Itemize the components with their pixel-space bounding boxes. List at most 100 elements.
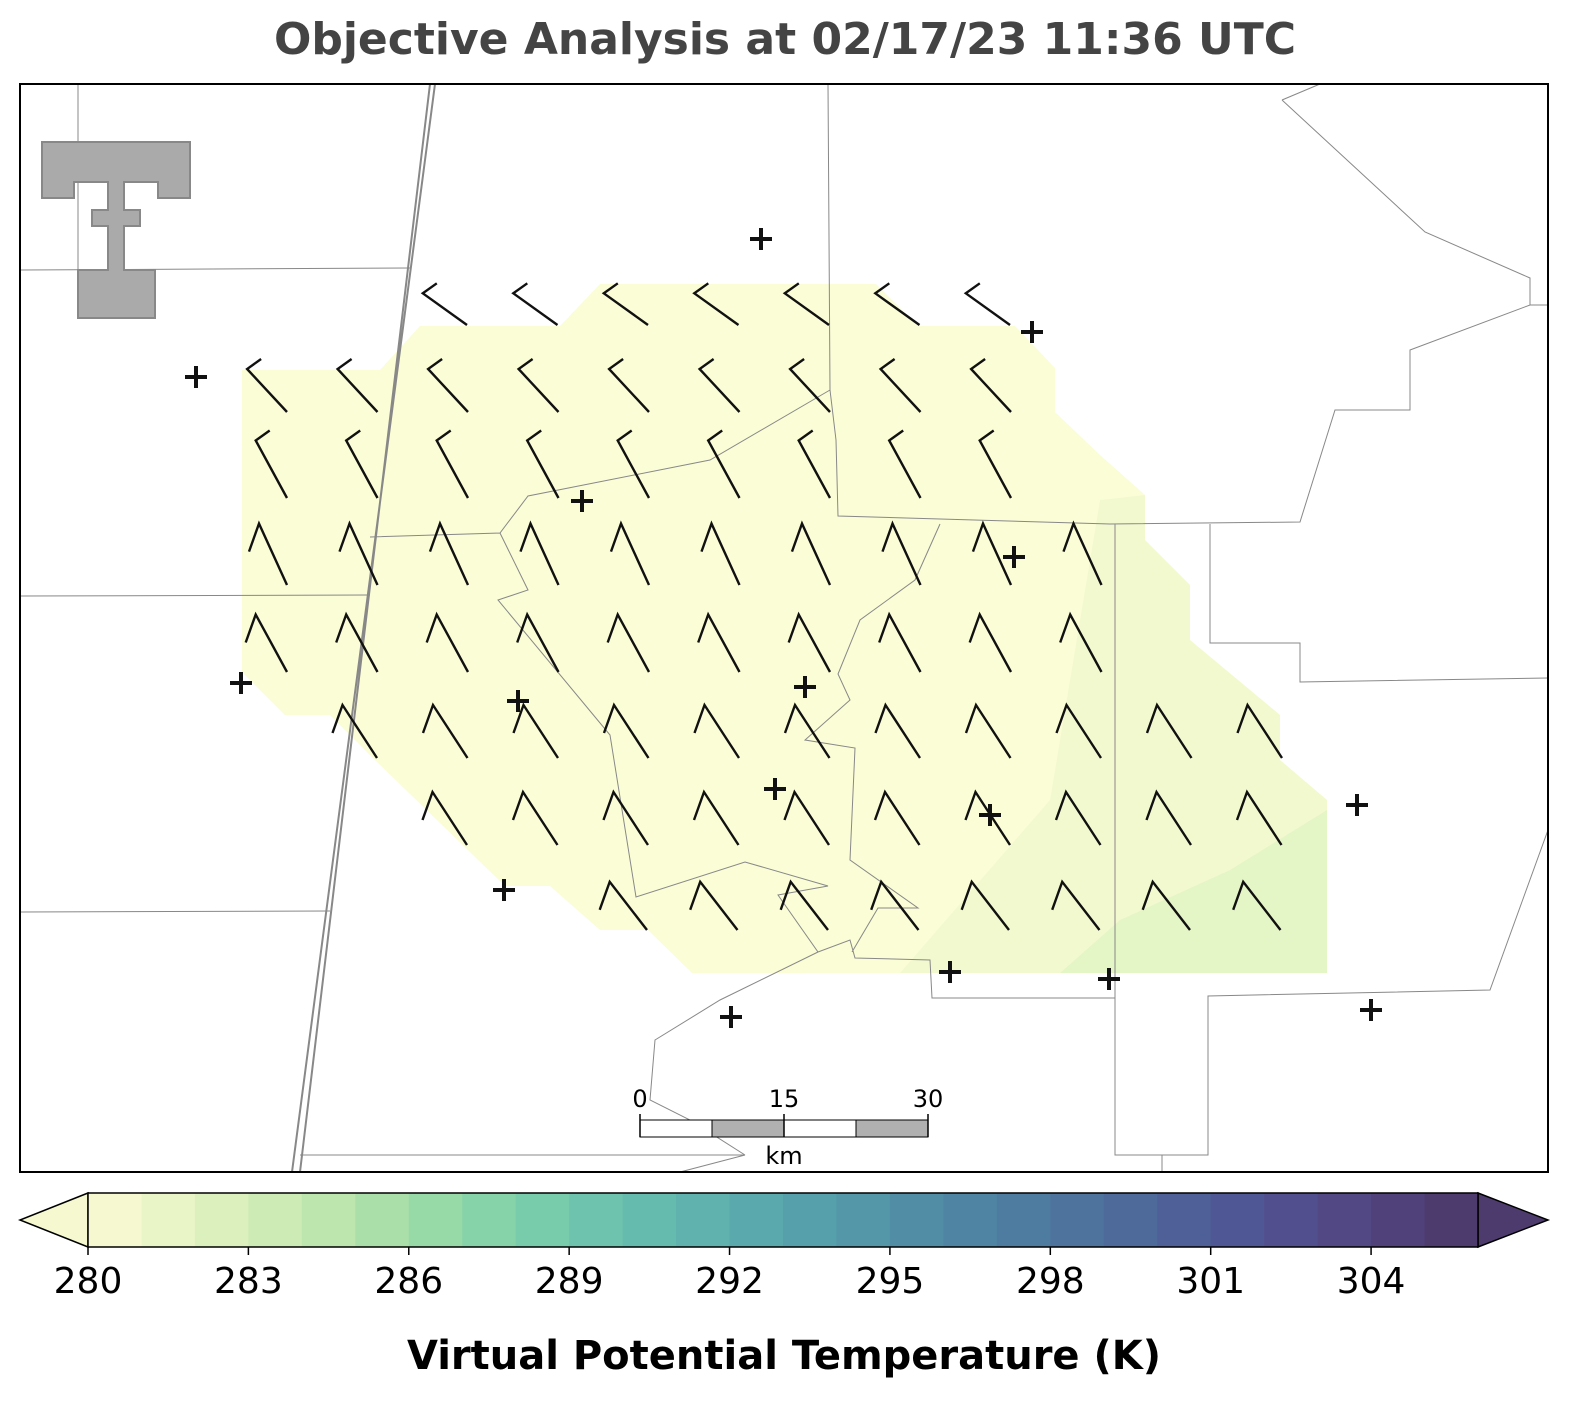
wind-barb: [873, 789, 921, 846]
station: [1003, 546, 1025, 568]
wind-barb: [1055, 702, 1103, 759]
colorbar-tick-label: 280: [54, 1261, 123, 1302]
wind-barb: [247, 520, 289, 586]
station: [571, 490, 593, 512]
wind-barb: [525, 429, 560, 499]
station: [1360, 999, 1382, 1021]
wind-barb: [335, 358, 379, 413]
wind-barb: [1062, 520, 1103, 586]
station: [939, 961, 961, 983]
wind-barb: [968, 611, 1013, 673]
colorbar-tick-label: 295: [856, 1261, 925, 1302]
station: [720, 1006, 742, 1028]
wind-barb: [692, 789, 740, 846]
wind-barb: [1145, 789, 1193, 846]
station: [794, 676, 816, 698]
station: [1346, 794, 1368, 816]
station: [1098, 968, 1120, 990]
wind-barb: [1145, 702, 1193, 759]
wind-barb: [245, 358, 288, 413]
wind-barb: [519, 520, 560, 586]
wind-barb: [706, 429, 741, 499]
wind-barb: [601, 282, 649, 326]
wind-barb: [607, 358, 650, 413]
colorbar-bin: [889, 1193, 944, 1247]
wind-barb: [878, 611, 922, 673]
scale-segment: [783, 1119, 857, 1138]
wind-barb: [782, 282, 830, 326]
wind-barb: [331, 702, 379, 759]
wind-barb: [960, 879, 1010, 931]
wind-barb: [874, 702, 922, 759]
wind-barb: [606, 611, 651, 673]
wind-barb: [1236, 702, 1284, 759]
wind-barb: [1059, 611, 1103, 673]
wind-barb: [692, 282, 740, 326]
wind-barb: [788, 358, 831, 413]
wind-barb: [421, 789, 469, 846]
colorbar-bin: [88, 1193, 142, 1247]
colorbar-bin: [1050, 1193, 1105, 1247]
wind-barb: [797, 429, 832, 499]
wind-barb: [1235, 789, 1283, 846]
colorbar-bin: [783, 1193, 837, 1247]
colorbar-extend-low: [17, 1191, 89, 1249]
wind-barb: [516, 611, 560, 673]
colorbar-bin: [729, 1193, 784, 1247]
scale-unit: km: [765, 1142, 802, 1170]
wind-barb: [598, 879, 648, 931]
wind-barb: [1232, 879, 1282, 931]
wind-barb: [338, 520, 379, 586]
colorbar-tick-label: 283: [214, 1261, 283, 1302]
wind-barb: [873, 282, 921, 326]
wind-barb: [244, 611, 289, 673]
state-line: [291, 83, 436, 1173]
wind-barb: [421, 702, 469, 759]
wind-barb: [1054, 789, 1102, 846]
wind-barb: [697, 358, 741, 413]
wind-barb: [964, 702, 1012, 759]
colorbar-bin: [622, 1193, 677, 1247]
wind-barb: [870, 879, 920, 931]
map: km 0 15 30: [19, 83, 1549, 1173]
wind-barb: [428, 520, 470, 586]
scale-tick-label: 15: [769, 1085, 800, 1113]
station: [185, 366, 207, 388]
wind-barb: [616, 429, 651, 499]
wind-barb: [426, 358, 469, 413]
wind-barb: [779, 879, 829, 931]
wind-barb: [878, 358, 922, 413]
station: [1021, 321, 1043, 343]
colorbar-bin: [1210, 1193, 1265, 1247]
wind-barb: [425, 611, 470, 673]
wind-barb: [516, 358, 560, 413]
colorbar-bin: [1103, 1193, 1158, 1247]
wind-barb: [344, 429, 379, 499]
wind-barb: [335, 611, 379, 673]
wind-barb: [783, 789, 831, 846]
wind-barb: [1141, 879, 1191, 931]
scale-segment: [639, 1119, 713, 1138]
station: [764, 778, 786, 800]
wind-barb: [693, 702, 741, 759]
colorbar-tick-label: 304: [1337, 1261, 1406, 1302]
wind-barb: [697, 611, 741, 673]
colorbar-bin: [301, 1193, 356, 1247]
wind-barb: [254, 429, 289, 499]
station: [750, 228, 772, 250]
colorbar-bin: [408, 1193, 463, 1247]
analysis-field: [1060, 810, 1327, 973]
colorbar-bin: [996, 1193, 1051, 1247]
colorbar-bin: [1371, 1193, 1426, 1247]
wind-barb: [602, 789, 650, 846]
wind-barb: [969, 358, 1012, 413]
colorbar-bin: [676, 1193, 731, 1247]
colorbar: Virtual Potential Temperature (K) 280 283…: [17, 1191, 1551, 1379]
station: [979, 804, 1001, 826]
station: [230, 672, 252, 694]
wind-barb: [790, 520, 832, 586]
colorbar-frame: [87, 1192, 1479, 1248]
colorbar-bin: [1317, 1193, 1372, 1247]
